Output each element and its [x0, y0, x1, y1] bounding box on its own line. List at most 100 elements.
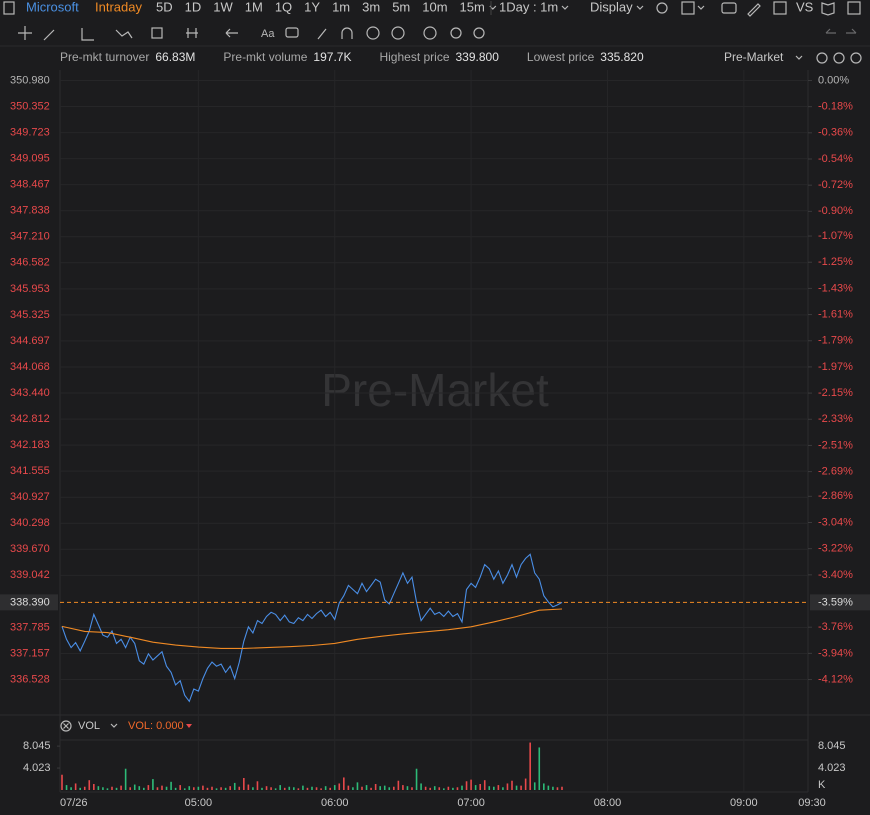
volume-bar — [547, 785, 550, 790]
volume-bar — [497, 785, 500, 790]
volume-bar — [143, 787, 145, 790]
volume-bar — [379, 786, 381, 790]
indicator-value: VOL: 0.000 — [128, 720, 184, 732]
trend-tool[interactable] — [81, 28, 94, 41]
y2-tick-label: 0.00% — [818, 74, 849, 86]
y-tick-label: 339.670 — [10, 543, 50, 555]
indicator-menu[interactable] — [186, 724, 192, 728]
period-button[interactable]: 1D — [185, 0, 202, 14]
volume-bar — [111, 786, 113, 790]
visible-tool[interactable] — [423, 26, 437, 40]
text-tool[interactable]: Aa — [261, 28, 275, 40]
mode[interactable]: Intraday — [95, 0, 142, 14]
volume-bar — [465, 781, 468, 790]
volume-bar — [170, 781, 172, 790]
y2-tick-label: -0.36% — [818, 127, 853, 139]
period-button[interactable]: 1m — [332, 0, 350, 14]
arrow-tool[interactable] — [225, 28, 238, 38]
line-tool[interactable] — [43, 29, 55, 41]
y2-tick-label: -0.54% — [818, 153, 853, 165]
shape-tool[interactable] — [151, 27, 163, 39]
y-tick-label: 347.210 — [10, 231, 50, 243]
zoom-in[interactable] — [850, 52, 862, 64]
volume-bar — [338, 783, 341, 790]
display[interactable]: Display — [590, 0, 633, 14]
volume-bar — [538, 747, 541, 790]
indicator-name[interactable]: VOL — [78, 720, 100, 732]
price-line — [61, 608, 563, 649]
y-tick-label: 346.582 — [10, 257, 50, 269]
symbol[interactable]: Microsoft — [26, 0, 79, 14]
y-tick-label: 348.467 — [10, 179, 50, 191]
fullscreen-icon[interactable] — [773, 1, 787, 15]
lock-tool[interactable] — [391, 26, 405, 40]
y-tick-label: 344.068 — [10, 361, 50, 373]
period-button[interactable]: 1W — [213, 0, 233, 14]
volume-bar — [197, 786, 200, 790]
volume-bar — [74, 783, 77, 790]
volume-bar — [402, 785, 404, 790]
volume-bar — [320, 788, 322, 790]
volume-bar — [79, 787, 81, 790]
volume-bar — [415, 768, 418, 790]
link-tool[interactable] — [450, 27, 462, 39]
wave-tool[interactable] — [115, 29, 133, 39]
volume-bar — [106, 788, 109, 790]
layout-icon[interactable] — [681, 1, 695, 15]
volume-bar — [552, 786, 554, 790]
info-value: 335.820 — [600, 50, 644, 64]
session[interactable]: Pre-Market — [724, 50, 784, 64]
info-icon[interactable] — [816, 52, 828, 64]
undo[interactable] — [825, 28, 836, 34]
period-button[interactable]: 1M — [245, 0, 263, 14]
camera-icon[interactable] — [721, 2, 737, 14]
window-icon[interactable] — [847, 1, 861, 15]
period-button[interactable]: 5D — [156, 0, 173, 14]
volume-bar — [129, 787, 131, 790]
volume-bar — [120, 785, 122, 790]
y2-tick-label: -2.33% — [818, 413, 853, 425]
y-tick-label: 337.785 — [10, 621, 50, 633]
period-button[interactable]: 1Q — [275, 0, 292, 14]
gear-tool[interactable] — [473, 27, 485, 39]
zoom-out[interactable] — [833, 52, 845, 64]
compare[interactable]: VS — [796, 0, 814, 14]
move-tool[interactable] — [18, 26, 32, 40]
volume-bar — [502, 787, 504, 790]
note-tool[interactable] — [285, 27, 299, 38]
chevron — [636, 5, 644, 10]
settings-icon[interactable] — [656, 2, 668, 14]
x-tick-label: 05:00 — [185, 797, 213, 809]
hide-tool[interactable] — [366, 26, 380, 40]
book-icon[interactable] — [821, 2, 835, 16]
volume-bar — [188, 786, 191, 790]
x-tick-label: 08:00 — [594, 797, 622, 809]
y-tick-label: 340.298 — [10, 517, 50, 529]
volume-bar — [270, 787, 272, 790]
interval[interactable]: 1Day : 1m — [499, 0, 558, 14]
sidebar-toggle[interactable] — [3, 1, 15, 15]
y2-tick-label: -0.90% — [818, 205, 853, 217]
magnet-tool[interactable] — [341, 27, 353, 39]
period-button[interactable]: 3m — [362, 0, 380, 14]
volume-bar — [533, 782, 536, 790]
fib-tool[interactable] — [186, 28, 198, 38]
pen-icon[interactable] — [747, 3, 761, 17]
period-button[interactable]: 10m — [422, 0, 447, 14]
y2-tick-label: -1.61% — [818, 308, 853, 320]
period-button[interactable]: 5m — [392, 0, 410, 14]
close-indicator[interactable] — [60, 720, 72, 732]
volume-bar — [174, 787, 177, 790]
volume-bar — [515, 785, 518, 790]
y2-tick-label: -3.04% — [818, 516, 853, 528]
info-value: 339.800 — [456, 50, 500, 64]
period-button[interactable]: 1Y — [304, 0, 320, 14]
redo[interactable] — [846, 28, 857, 34]
volume-bar — [370, 787, 372, 790]
volume-bar — [343, 777, 345, 790]
volume-bar — [374, 784, 377, 790]
ruler-tool[interactable] — [317, 28, 327, 40]
period-button[interactable]: 15m — [460, 0, 485, 14]
volume-bar — [556, 787, 559, 790]
